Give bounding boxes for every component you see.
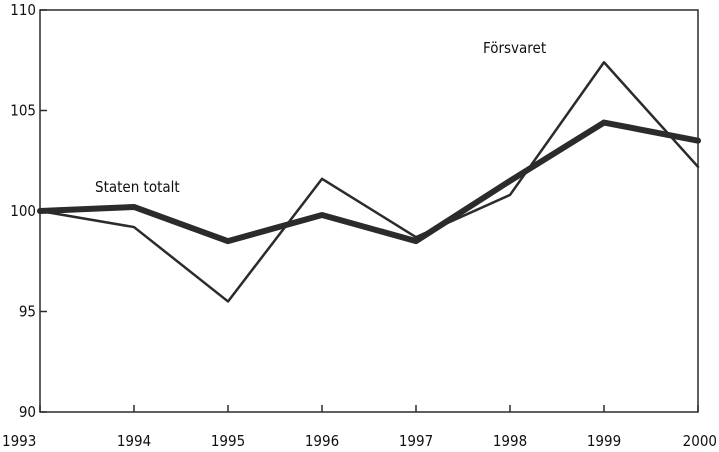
- y-tick-label: 100: [10, 202, 36, 220]
- series-lines: [37, 61, 701, 303]
- y-tick-label: 105: [10, 102, 36, 120]
- x-tick-label: 2000: [683, 432, 717, 450]
- x-tick-label: 1995: [211, 432, 245, 450]
- x-tick-label: 1998: [493, 432, 527, 450]
- series-label-forsvaret: Försvaret: [483, 39, 546, 57]
- x-axis: 1993 1994 1995 1996 1997 1998 1999 2000: [2, 405, 717, 450]
- series-line-forsvaret: [38, 61, 700, 303]
- y-axis: 90 95 100 105 110: [10, 1, 47, 421]
- x-tick-label: 1999: [587, 432, 621, 450]
- y-tick-label: 110: [10, 1, 36, 19]
- y-tick-label: 90: [19, 403, 36, 421]
- series-label-staten-totalt: Staten totalt: [95, 178, 180, 196]
- series-line-staten-totalt: [37, 119, 701, 245]
- x-tick-label: 1993: [2, 432, 36, 450]
- x-tick-label: 1994: [117, 432, 151, 450]
- x-tick-label: 1997: [399, 432, 433, 450]
- y-tick-label: 95: [19, 303, 36, 321]
- x-tick-label: 1996: [305, 432, 339, 450]
